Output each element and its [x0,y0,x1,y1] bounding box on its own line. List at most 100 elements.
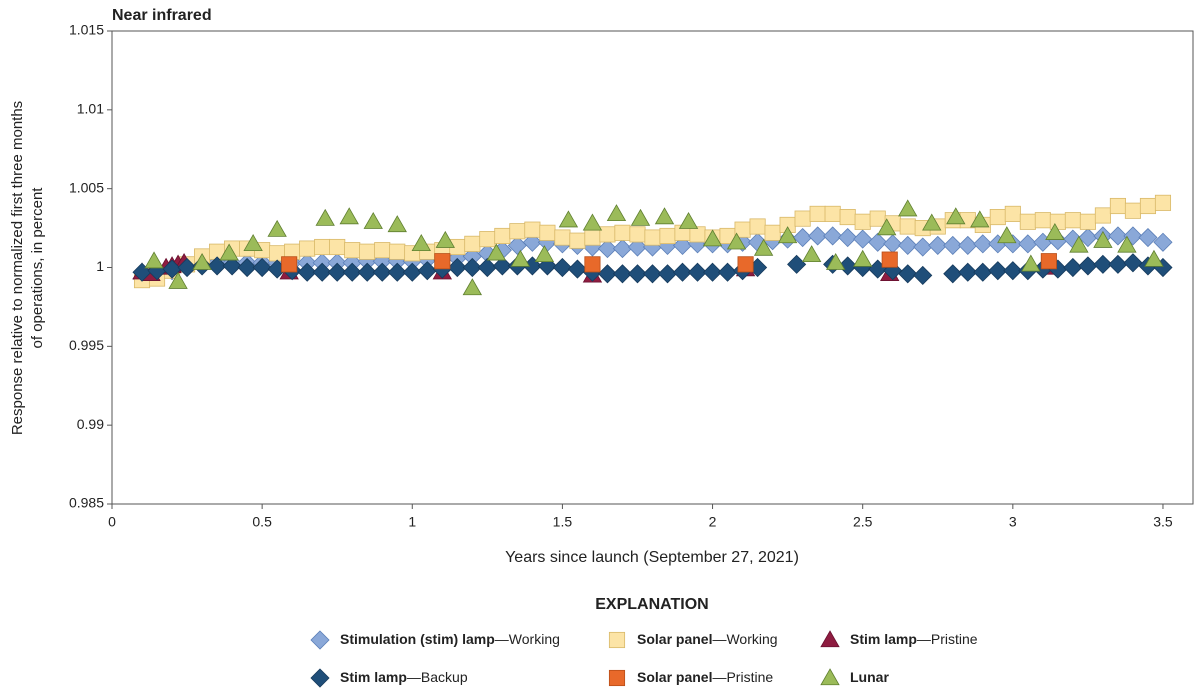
data-point [479,231,496,248]
data-point [687,262,708,282]
data-point [599,226,616,243]
legend-label-bold: Solar panel [637,669,712,685]
data-point [534,245,555,263]
data-point [654,207,675,225]
data-point [853,229,873,249]
data-point [1063,257,1083,278]
data-point [434,253,451,270]
data-point [417,261,437,281]
data-point [1144,249,1164,267]
legend-title: EXPLANATION [595,596,708,613]
data-point [825,252,846,270]
data-point [801,245,822,263]
data-point [1064,212,1081,229]
y-tick-label: 1.015 [69,22,104,38]
data-point [868,232,888,252]
data-point [627,237,648,257]
data-point [312,262,332,282]
data-point [777,226,798,244]
legend-label: Solar panel—Pristine [637,669,773,685]
data-point [144,251,164,269]
data-point [132,262,152,282]
x-tick-label: 1 [408,514,416,530]
data-point [753,238,774,256]
data-point [854,213,871,230]
data-point [718,262,738,282]
legend-label-bold: Stim lamp [850,631,917,647]
data-point [569,232,586,249]
y-tick-label: 0.995 [69,337,104,353]
data-point [219,243,239,261]
data-point [281,256,298,273]
x-tick-label: 3.5 [1153,514,1173,530]
data-point [492,256,512,276]
data-point [327,262,347,282]
data-point [913,265,933,285]
data-point [1139,197,1157,215]
data-point [402,262,422,282]
data-point [582,213,603,231]
y-axis-label: Response relative to normalized first th… [9,101,26,435]
data-point [1094,207,1111,224]
data-point [222,256,242,276]
data-point [584,256,601,273]
data-point [1109,197,1126,215]
x-tick-label: 0.5 [252,514,272,530]
data-point [597,264,618,284]
data-point [411,234,431,251]
data-point [928,235,948,255]
data-point [374,242,391,259]
data-point [627,264,648,284]
data-point [970,210,990,228]
data-point [824,205,841,222]
data-point [1117,235,1137,253]
data-point [1108,254,1128,274]
legend-label-rest: —Working [712,631,777,647]
data-point [177,257,197,278]
data-point [689,226,706,243]
data-point [243,234,263,251]
x-axis-label: Years since launch (September 27, 2021) [505,549,799,566]
legend-label: Lunar [850,669,889,685]
data-point [973,262,993,282]
data-point [510,249,531,267]
data-point [522,232,542,252]
data-point [672,262,693,282]
data-point [793,227,813,248]
data-point [838,227,858,248]
data-point [678,211,699,229]
data-point [1040,253,1057,270]
legend-label: Stim lamp—Backup [340,669,468,685]
data-point [357,262,377,282]
data-point [1093,230,1113,248]
data-point [192,252,212,270]
data-point [447,257,467,278]
data-point [314,238,331,256]
x-tick-label: 0 [108,514,116,530]
data-point [672,235,693,255]
data-point [630,208,651,226]
data-point [899,218,916,235]
data-point [1124,202,1141,219]
y-tick-label: 1.005 [69,179,104,195]
data-point [389,243,406,260]
data-point [1021,254,1041,272]
data-point [342,262,362,282]
legend-label: Solar panel—Working [637,631,778,647]
legend-marker [608,631,626,649]
data-point [1153,232,1173,252]
data-point [943,235,963,255]
legend-label-rest: —Pristine [917,631,978,647]
data-point [809,205,826,222]
data-point [1034,212,1051,229]
data-point [297,262,317,282]
data-point [267,219,287,237]
data-point [464,235,481,252]
data-point [567,259,587,279]
legend-marker [310,668,330,688]
legend-label-bold: Solar panel [637,631,712,647]
x-tick-label: 2 [709,514,717,530]
data-point [808,226,828,246]
data-point [524,221,541,238]
